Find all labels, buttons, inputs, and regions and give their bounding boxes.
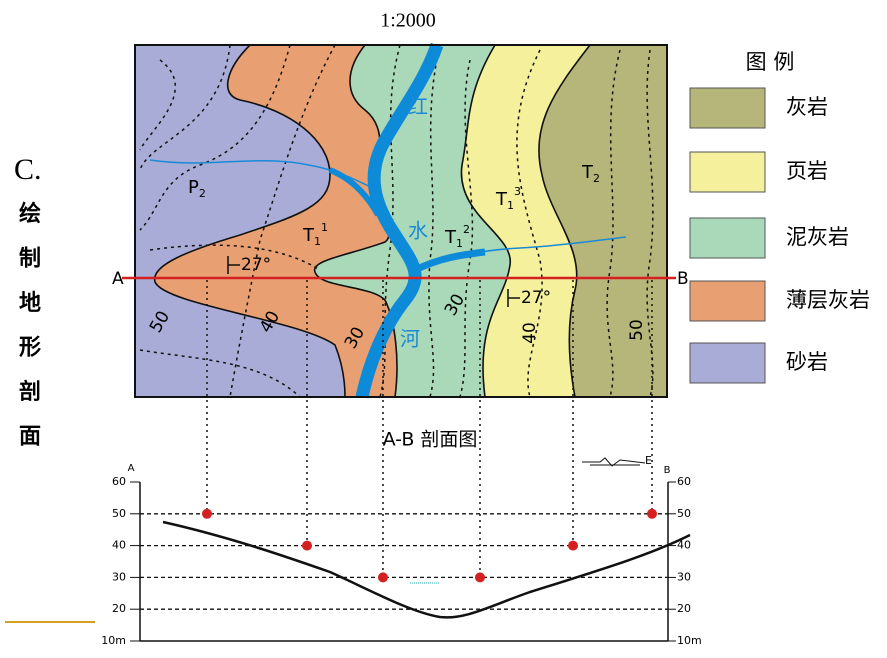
contour-line: [229, 44, 336, 398]
y2-tick-label: 40: [677, 539, 691, 552]
contour-value: 40: [520, 322, 540, 344]
river: [413, 248, 486, 274]
side-title-char: 制: [19, 247, 41, 272]
y2-tick-label: 10m: [677, 634, 702, 647]
section-end: A: [112, 269, 124, 289]
legend-label: 砂岩: [786, 350, 828, 374]
legend-swatch: [689, 342, 766, 384]
direction-label: E: [645, 454, 652, 467]
river: [328, 167, 381, 217]
elevation-point: [202, 508, 212, 519]
contour-line: [379, 44, 401, 398]
elevation-point: [568, 540, 578, 551]
legend-label: 页岩: [786, 159, 828, 183]
contour-line: [139, 44, 231, 171]
side-title-char: 绘: [19, 201, 41, 227]
side-label: C.: [14, 153, 42, 186]
profile-end: B: [664, 465, 671, 476]
contour-line: [139, 44, 291, 231]
dip-label: 27°: [241, 255, 271, 275]
legend-label: 薄层灰岩: [786, 288, 870, 312]
geologic-boundary: [153, 44, 346, 398]
contour-line: [139, 59, 176, 151]
legend-swatch: [689, 280, 766, 322]
river-name: 红: [408, 95, 428, 119]
unit-subscript: 2: [593, 172, 600, 185]
unit-subscript: 1: [507, 199, 514, 212]
unit-symbol: T: [581, 162, 594, 183]
direction-arrow: [582, 457, 646, 467]
section-end: B: [677, 269, 689, 289]
unit-superscript: 3: [514, 185, 521, 198]
stream: [149, 159, 379, 191]
unit-symbol: T: [302, 225, 315, 246]
legend-swatch: [689, 217, 766, 259]
unit-subscript: 1: [314, 235, 321, 248]
river: [355, 42, 444, 399]
unit-label: P2: [188, 177, 206, 200]
map-region: [538, 45, 667, 397]
side-title-char: 面: [19, 425, 41, 450]
elevation-point: [647, 508, 657, 519]
dip-label: 27°: [521, 288, 551, 308]
y-tick-label: 30: [112, 570, 126, 583]
map-scale: 1:2000: [380, 10, 436, 32]
y-tick-label: 40: [112, 539, 126, 552]
profile-title: A-B 剖面图: [383, 429, 478, 451]
legend-swatch: [689, 151, 766, 193]
y-tick-label: 60: [112, 475, 126, 488]
unit-symbol: T: [495, 189, 508, 210]
side-title-char: 形: [19, 336, 41, 361]
unit-label: T2: [581, 162, 600, 185]
legend-title: 图 例: [746, 50, 795, 74]
unit-symbol: P: [188, 177, 199, 198]
unit-label: T13: [495, 185, 521, 212]
unit-label: T11: [302, 221, 328, 248]
geologic-boundary: [314, 44, 398, 398]
elevation-point: [302, 540, 312, 551]
unit-label: T12: [444, 223, 470, 250]
y2-tick-label: 50: [677, 507, 691, 520]
river-name: 河: [400, 327, 420, 351]
unit-superscript: 2: [463, 223, 470, 236]
terrain-profile: [162, 520, 691, 619]
y2-tick-label: 60: [677, 475, 691, 488]
contour-line: [606, 49, 621, 398]
legend-label: 灰岩: [786, 95, 828, 119]
elevation-point: [475, 572, 485, 583]
unit-symbol: T: [444, 227, 457, 248]
dip-symbol: [227, 256, 240, 274]
contour-line: [459, 59, 474, 398]
y-tick-label: 10m: [101, 634, 126, 647]
geologic-boundary: [460, 44, 511, 398]
unit-subscript: 1: [456, 237, 463, 250]
profile-end: A: [128, 463, 135, 474]
contour-line: [646, 49, 654, 398]
side-title-char: 剖: [19, 379, 41, 405]
dip-symbol: [507, 289, 520, 307]
elevation-point: [378, 572, 388, 583]
map-frame: [134, 44, 668, 398]
contour-value: 50: [627, 319, 647, 341]
unit-superscript: 1: [321, 221, 328, 234]
legend-swatch: [689, 87, 766, 129]
legend-label: 泥灰岩: [786, 225, 849, 249]
profile: A-B 剖面图 A B E 10m 20 30 40 50 60 10m 20 30 40 50 60: [101, 280, 702, 647]
contour-line: [139, 349, 301, 398]
geologic-boundary: [538, 44, 591, 398]
y2-tick-label: 30: [677, 570, 691, 583]
side-title-char: 地: [19, 291, 41, 316]
river-name: 水: [408, 219, 428, 243]
y-tick-label: 50: [112, 507, 126, 520]
unit-subscript: 2: [199, 187, 206, 200]
y-tick-label: 20: [112, 602, 126, 615]
y2-tick-label: 20: [677, 602, 691, 615]
